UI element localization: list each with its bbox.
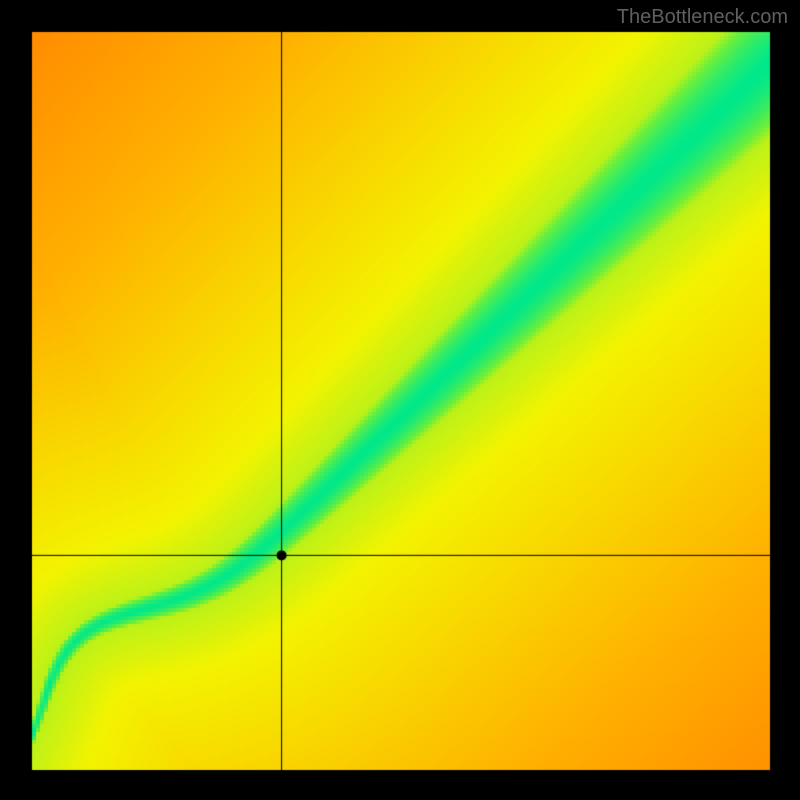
watermark-text: TheBottleneck.com <box>617 6 788 29</box>
heatmap-canvas <box>0 0 800 800</box>
chart-container: TheBottleneck.com <box>0 0 800 800</box>
